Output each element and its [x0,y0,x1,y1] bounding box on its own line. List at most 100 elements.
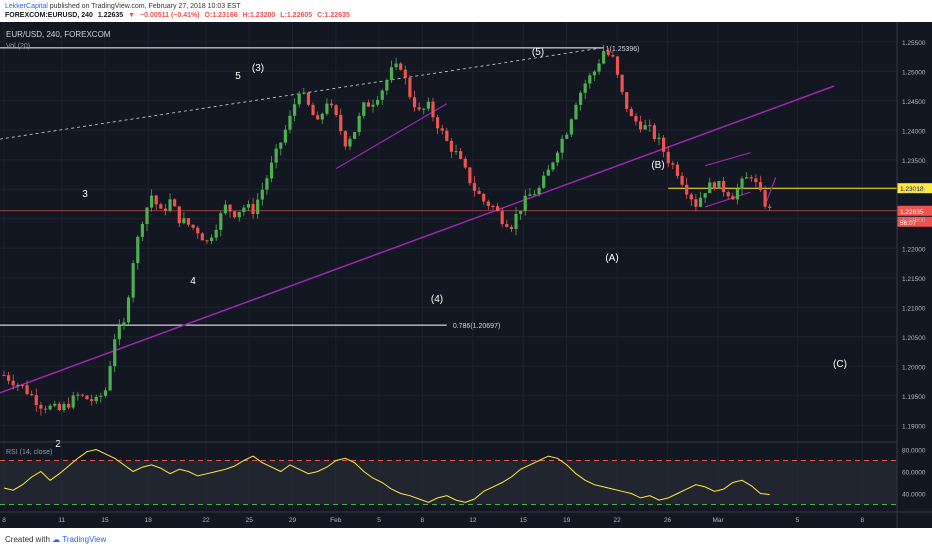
candle-body [99,395,103,397]
candle-body [376,99,380,105]
price-tick-label: 1.20500 [902,335,926,342]
candle-body [11,380,15,386]
candle-body [362,102,366,116]
price-tick-label: 1.21500 [902,276,926,283]
rsi-band [0,460,897,505]
candle-body [625,92,629,109]
candle-body [269,162,274,179]
candle-body [394,63,398,68]
price-tick-label: 1.24000 [902,128,926,135]
candle-body [606,51,610,56]
dashed-channel-line [0,47,604,140]
candle-body [265,178,269,190]
author-link[interactable]: LekkerCapital [5,3,48,10]
candle-body [34,395,38,405]
candle-body [334,105,338,115]
candle-body [703,193,707,198]
candle-body [154,195,158,205]
time-tick-label: 12 [469,517,477,524]
candle-body [472,183,477,191]
candle-body [731,196,735,200]
candle-body [53,403,57,406]
annotation-lines: 1(1.25396) 0.786(1.20697) 1.23018 1.22635 56… [0,46,932,394]
candle-body [463,158,467,168]
candle-body [159,204,163,209]
candle-body [186,218,191,225]
candle-body [43,408,48,410]
candle-body [583,83,587,93]
fib-level-1-label: 1(1.25396) [606,46,640,53]
candle-body [200,233,204,241]
wave-label: 4 [190,276,196,287]
candle-body [228,204,232,212]
candle-body [431,101,435,118]
time-tick-label: 5 [796,517,800,524]
candle-body [602,51,606,64]
time-tick-label: 15 [101,517,109,524]
candle-body [177,206,181,224]
candle-body [131,263,135,298]
candle-body [233,211,237,218]
candle-body [749,177,753,179]
time-tick-label: 11 [58,517,65,524]
candle-body [320,113,324,120]
low-value: L:1.22605 [280,12,313,19]
candle-body [325,103,329,114]
grid [0,22,897,510]
wave-label: 5 [235,71,241,82]
time-tick-label: 18 [145,517,153,524]
candle-body [343,131,347,147]
candle-body [20,384,25,386]
candle-body [293,104,297,116]
time-tick-label: 22 [613,517,621,524]
candle-body [399,63,403,70]
candle-body [482,193,486,202]
candle-body [745,177,749,179]
candle-body [574,104,578,120]
candle-body [94,396,98,402]
candle-body [726,192,730,197]
candle-body [657,137,661,140]
candle-body [459,151,463,159]
candle-body [486,201,490,207]
candle-body [671,163,675,165]
wave-label: (C) [833,359,847,370]
triangle-lower-line [704,191,751,208]
candle-body [417,107,421,110]
candle-body [80,394,85,396]
volume-tag-bg [897,216,932,227]
candle-body [76,394,80,396]
wave-label: 2 [55,439,61,450]
candle-body [532,194,537,196]
candle-body [537,187,541,195]
time-tick-label: 26 [664,517,672,524]
chart-canvas[interactable]: 1(1.25396)0.786(1.20697)1.230181.2263556… [0,22,932,528]
candle-body [721,181,726,193]
chart-area[interactable]: 1(1.25396) 0.786(1.20697) 1.23018 1.22635 56… [0,22,932,528]
price-tick-label: 1.22000 [902,246,926,253]
price-tick-label: 1.20000 [902,364,926,371]
time-tick-label: Mar [712,517,724,524]
tradingview-cloud-icon: ☁ [52,535,61,544]
candle-body [163,208,168,211]
candle-body [735,188,740,200]
candle-body [140,223,144,237]
tradingview-link[interactable]: TradingView [62,535,107,544]
candle-body [555,152,560,163]
candle-body [30,394,34,396]
candle-body [523,195,527,211]
time-tick-label: 15 [520,517,528,524]
candle-body [7,375,11,381]
time-tick-label: 22 [202,517,210,524]
candle-body [90,399,94,402]
candle-body [754,178,758,183]
candle-body [403,69,407,78]
candle-body [168,199,172,211]
open-value: O:1.23166 [204,12,238,19]
time-axis: 8 11 15 18 22 25 29 Feb 5 8 12 15 19 22 26 Mar 5 8 [0,511,932,524]
candle-body [214,229,218,238]
candle-body [615,56,620,75]
price-tick-label: 1.23500 [902,158,926,165]
candle-body [71,395,75,408]
candle-body [597,63,601,72]
